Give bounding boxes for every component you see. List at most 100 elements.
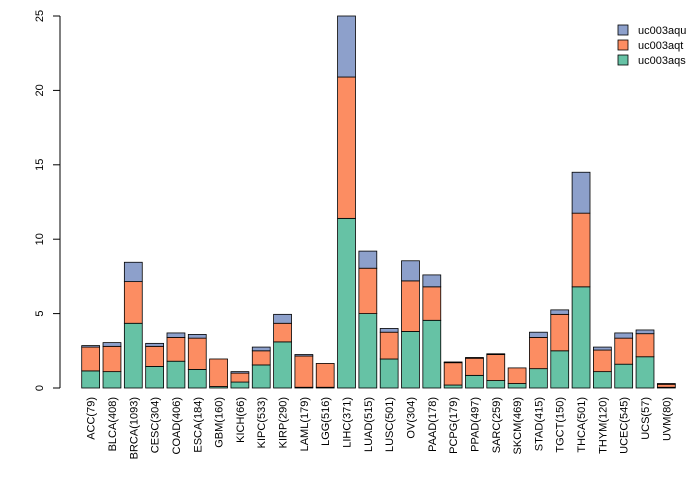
bar-segment-uc003aqu-14 bbox=[379, 328, 399, 333]
bar-segment-uc003aqu-4 bbox=[166, 332, 186, 338]
legend-swatch-uc003aqs bbox=[617, 54, 629, 66]
bar-segment-uc003aqt-0 bbox=[81, 346, 101, 372]
x-tick-label: LAML(179) bbox=[299, 397, 311, 451]
bar-segment-uc003aqs-20 bbox=[507, 383, 527, 389]
bar-segment-uc003aqt-8 bbox=[251, 350, 271, 366]
bar-segment-uc003aqs-22 bbox=[550, 350, 570, 389]
bar-segment-uc003aqt-13 bbox=[358, 267, 378, 315]
bar-segment-uc003aqs-5 bbox=[187, 368, 207, 389]
bar-segment-uc003aqu-0 bbox=[81, 345, 101, 348]
x-tick-label: COAD(406) bbox=[171, 397, 183, 454]
x-tick-label: PPAD(497) bbox=[469, 397, 481, 452]
bar-segment-uc003aqs-14 bbox=[379, 358, 399, 389]
bar-segment-uc003aqt-9 bbox=[273, 322, 292, 343]
bar-segment-uc003aqu-12 bbox=[337, 15, 356, 78]
x-tick-label: SARC(259) bbox=[491, 397, 503, 453]
bar-segment-uc003aqt-16 bbox=[422, 286, 442, 321]
bar-segment-uc003aqt-11 bbox=[315, 363, 335, 388]
bar-segment-uc003aqu-9 bbox=[273, 313, 292, 324]
x-axis: ACC(79) BLCA(408) BRCA(1093) CESC(304) COAD(… bbox=[86, 397, 674, 459]
x-tick-label: UCEC(545) bbox=[619, 397, 631, 454]
bar-segment-uc003aqs-8 bbox=[251, 364, 271, 389]
bar-segment-uc003aqu-5 bbox=[187, 334, 207, 339]
x-tick-label: LUAD(515) bbox=[363, 397, 375, 452]
legend-label-uc003aqu: uc003aqu bbox=[638, 25, 686, 37]
bar-segment-uc003aqt-20 bbox=[507, 367, 527, 384]
bar-segment-uc003aqs-1 bbox=[102, 371, 122, 389]
bar-segment-uc003aqt-23 bbox=[571, 212, 591, 288]
y-axis: 0 5 10 15 20 25 bbox=[34, 10, 61, 391]
x-tick-label: THCA(501) bbox=[576, 397, 588, 453]
bar-segment-uc003aqu-10 bbox=[294, 354, 314, 357]
bar-segment-uc003aqs-23 bbox=[571, 286, 591, 389]
x-tick-label: KIPC(533) bbox=[256, 397, 268, 448]
bar-segment-uc003aqs-3 bbox=[145, 366, 164, 389]
x-tick-label: BRCA(1093) bbox=[128, 397, 140, 459]
x-tick-label: ACC(79) bbox=[86, 397, 98, 440]
x-tick-label: THYM(120) bbox=[597, 397, 609, 454]
x-tick-label: OV(304) bbox=[405, 397, 417, 439]
x-tick-label: TGCT(150) bbox=[555, 397, 567, 453]
bar-segment-uc003aqt-18 bbox=[465, 357, 484, 376]
bars bbox=[81, 15, 676, 389]
x-tick-label: STAD(415) bbox=[533, 397, 545, 451]
bar-segment-uc003aqu-7 bbox=[230, 371, 250, 374]
bar-segment-uc003aqs-26 bbox=[635, 356, 655, 389]
bar-segment-uc003aqt-7 bbox=[230, 372, 250, 383]
y-tick-label: 10 bbox=[34, 233, 46, 245]
bar-segment-uc003aqs-0 bbox=[81, 370, 101, 389]
bar-segment-uc003aqt-1 bbox=[102, 345, 122, 373]
bar-segment-uc003aqs-25 bbox=[614, 363, 634, 389]
bar-segment-uc003aqu-2 bbox=[123, 261, 143, 283]
bar-segment-uc003aqt-21 bbox=[529, 337, 548, 370]
bar-segment-uc003aqu-16 bbox=[422, 274, 442, 288]
bar-segment-uc003aqu-18 bbox=[465, 357, 484, 359]
bar-segment-uc003aqs-19 bbox=[486, 380, 506, 389]
y-tick-label: 20 bbox=[34, 84, 46, 96]
x-tick-label: PCPG(179) bbox=[448, 397, 460, 454]
bar-segment-uc003aqt-5 bbox=[187, 337, 207, 370]
legend: uc003aqu uc003aqt uc003aqs bbox=[617, 24, 686, 67]
bar-segment-uc003aqt-24 bbox=[593, 349, 612, 373]
bar-segment-uc003aqt-27 bbox=[656, 383, 676, 388]
y-tick-label: 15 bbox=[34, 159, 46, 171]
x-tick-label: KICH(66) bbox=[235, 397, 247, 443]
bar-segment-uc003aqs-7 bbox=[230, 381, 250, 389]
bar-segment-uc003aqu-13 bbox=[358, 250, 378, 269]
bar-segment-uc003aqt-4 bbox=[166, 337, 186, 362]
y-tick-label: 25 bbox=[34, 10, 46, 22]
bar-segment-uc003aqu-25 bbox=[614, 332, 634, 339]
y-tick-label: 0 bbox=[34, 385, 46, 391]
bar-segment-uc003aqs-2 bbox=[123, 322, 143, 389]
x-tick-label: KIRP(290) bbox=[278, 397, 290, 448]
bar-segment-uc003aqt-15 bbox=[401, 280, 420, 332]
bar-segment-uc003aqu-1 bbox=[102, 342, 122, 347]
bar-segment-uc003aqu-23 bbox=[571, 171, 591, 214]
bar-segment-uc003aqt-22 bbox=[550, 313, 570, 352]
bar-segment-uc003aqu-26 bbox=[635, 329, 655, 335]
x-tick-label: CESC(304) bbox=[150, 397, 162, 453]
bar-segment-uc003aqu-17 bbox=[443, 361, 463, 364]
bar-segment-uc003aqs-4 bbox=[166, 360, 186, 389]
bar-segment-uc003aqu-15 bbox=[401, 260, 420, 282]
bar-segment-uc003aqt-3 bbox=[145, 345, 164, 367]
bar-segment-uc003aqt-12 bbox=[337, 76, 356, 219]
bar-segment-uc003aqs-12 bbox=[337, 217, 356, 389]
bar-segment-uc003aqt-19 bbox=[486, 354, 506, 381]
bar-segment-uc003aqt-2 bbox=[123, 281, 143, 324]
bar-segment-uc003aqu-22 bbox=[550, 309, 570, 315]
legend-label-uc003aqt: uc003aqt bbox=[638, 40, 683, 52]
bar-segment-uc003aqs-24 bbox=[593, 371, 612, 389]
bar-segment-uc003aqu-27 bbox=[656, 383, 676, 385]
bar-segment-uc003aqt-14 bbox=[379, 331, 399, 360]
bar-segment-uc003aqu-24 bbox=[593, 346, 612, 351]
bar-segment-uc003aqu-21 bbox=[529, 331, 548, 338]
x-tick-label: ESCA(184) bbox=[192, 397, 204, 453]
bar-segment-uc003aqs-9 bbox=[273, 341, 292, 389]
bar-segment-uc003aqt-26 bbox=[635, 333, 655, 358]
x-tick-label: PAAD(178) bbox=[427, 397, 439, 452]
x-tick-label: LUSC(501) bbox=[384, 397, 396, 452]
legend-swatch-uc003aqt bbox=[617, 39, 629, 51]
bar-segment-uc003aqt-17 bbox=[443, 362, 463, 386]
